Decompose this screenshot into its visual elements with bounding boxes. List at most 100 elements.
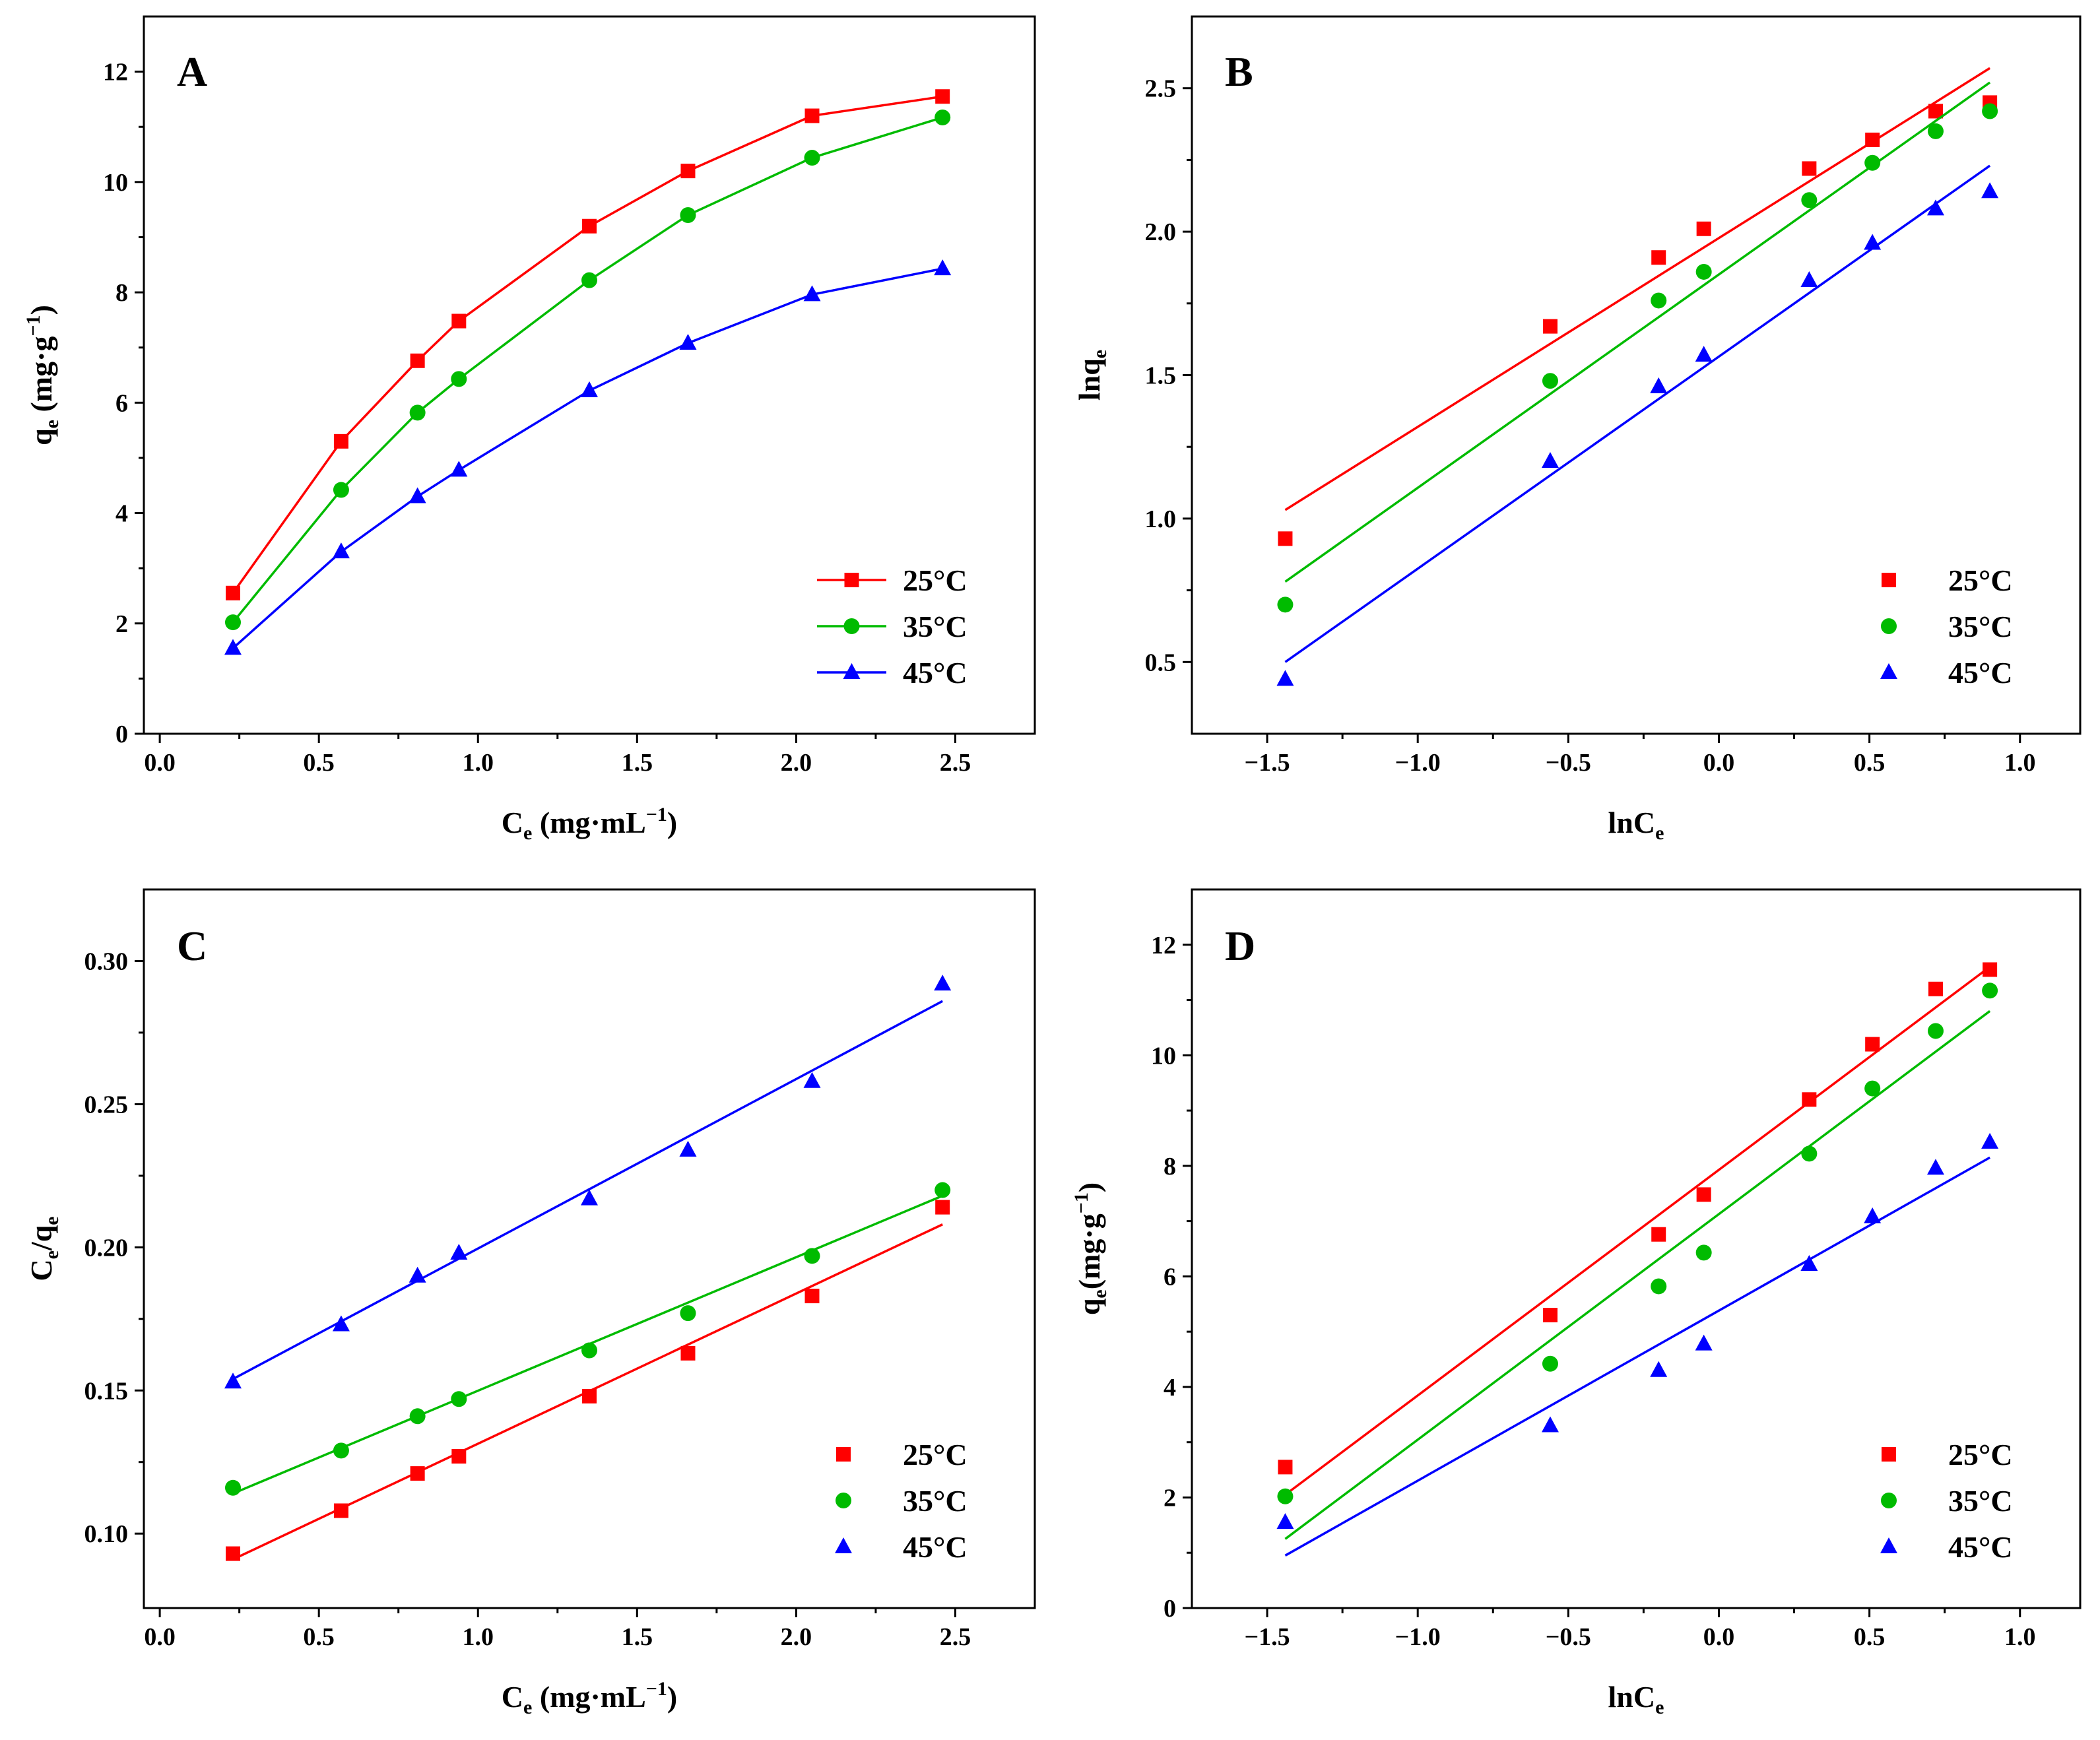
- y-tick-label: 12: [103, 59, 128, 86]
- data-point: [332, 542, 350, 559]
- panel-letter: A: [177, 48, 207, 95]
- x-tick-label: 1.0: [2004, 1623, 2036, 1651]
- data-point: [1802, 161, 1817, 176]
- legend-marker: [836, 1447, 851, 1462]
- data-point: [1801, 1145, 1818, 1162]
- data-point: [582, 218, 597, 234]
- y-tick-label: 8: [1164, 1153, 1176, 1180]
- data-point: [1276, 670, 1294, 686]
- legend-marker: [1880, 1537, 1897, 1553]
- legend-label: 25°C: [903, 564, 968, 597]
- legend-marker: [1881, 1493, 1897, 1508]
- legend-item: 25°C: [817, 564, 968, 597]
- series-45c: [1276, 1132, 1999, 1557]
- series-25c: [226, 89, 950, 600]
- y-tick-label: 1.0: [1145, 505, 1177, 533]
- x-tick-label: 0.0: [144, 1623, 176, 1651]
- series-line: [232, 267, 943, 649]
- y-tick-label: 2: [115, 610, 128, 638]
- data-point: [1650, 377, 1668, 393]
- data-point: [803, 285, 821, 302]
- series-35c: [225, 1182, 951, 1496]
- x-tick-label: 1.0: [463, 749, 494, 777]
- data-point: [451, 313, 467, 329]
- data-point: [1650, 1361, 1668, 1377]
- y-tick-label: 0.5: [1145, 649, 1177, 676]
- x-tick-label: −1.0: [1395, 749, 1441, 777]
- data-point: [1696, 221, 1711, 236]
- data-point: [1928, 981, 1943, 996]
- y-tick-label: 6: [115, 389, 128, 417]
- data-point: [333, 1503, 348, 1518]
- data-point: [679, 1140, 697, 1157]
- data-point: [1277, 1488, 1294, 1504]
- data-point: [581, 1342, 597, 1359]
- series-45c: [1276, 164, 1999, 686]
- data-point: [804, 1289, 820, 1304]
- data-point: [935, 89, 950, 104]
- data-point: [226, 585, 240, 600]
- data-point: [1981, 1132, 1999, 1149]
- data-point: [1278, 531, 1293, 546]
- series-35c: [1277, 983, 1998, 1540]
- data-point: [935, 110, 951, 126]
- y-tick-label: 1.5: [1145, 362, 1177, 390]
- legend-marker: [835, 1537, 852, 1553]
- data-point: [225, 1479, 241, 1496]
- y-axis-label: Ce/qe: [24, 1216, 63, 1281]
- data-point: [803, 1072, 821, 1088]
- y-tick-label: 0: [1164, 1595, 1176, 1623]
- x-tick-label: 1.5: [622, 749, 653, 777]
- data-point: [1542, 373, 1558, 389]
- x-tick-label: 1.5: [622, 1623, 653, 1651]
- x-tick-label: −0.5: [1546, 1623, 1591, 1651]
- fit-line: [1284, 81, 1991, 583]
- data-point: [1278, 1460, 1293, 1475]
- data-point: [1695, 346, 1713, 362]
- x-tick-label: 0.0: [1703, 1623, 1735, 1651]
- y-axis-label-group: qe (mg·g−1): [22, 305, 63, 445]
- x-tick-label: 2.5: [940, 1623, 971, 1651]
- data-point: [224, 1372, 242, 1389]
- data-point: [581, 381, 598, 397]
- series-line: [232, 95, 943, 594]
- x-axis-label: Ce (mg·mL−1): [502, 1678, 677, 1718]
- panel-c: 0.0 0.5 1.0 1.5 2.0 2.5 0.10 0.15 0.20 0.25 0.30 C C…: [24, 888, 1036, 1718]
- data-point: [680, 1305, 696, 1322]
- data-point: [1542, 319, 1558, 334]
- data-point: [1981, 182, 1999, 199]
- data-point: [226, 1546, 240, 1561]
- legend-item: 35°C: [1881, 1484, 2013, 1518]
- x-axis-label: Ce (mg·mL−1): [502, 804, 677, 844]
- data-point: [332, 1315, 350, 1332]
- data-point: [1696, 1187, 1711, 1202]
- x-tick-label: 0.0: [1703, 749, 1735, 777]
- data-point: [1926, 1159, 1944, 1175]
- y-tick-label: 2.5: [1145, 75, 1177, 103]
- data-point: [1926, 199, 1944, 216]
- y-tick-label: 4: [1164, 1374, 1176, 1402]
- series-45c: [224, 975, 952, 1389]
- x-tick-label: 2.0: [781, 749, 812, 777]
- x-tick-label: 0.0: [144, 749, 176, 777]
- fit-line: [1284, 164, 1991, 663]
- x-tick-label: 2.0: [781, 1623, 812, 1651]
- data-point: [1541, 1416, 1559, 1433]
- data-point: [1695, 1334, 1713, 1351]
- data-point: [1801, 192, 1818, 209]
- legend-label: 35°C: [903, 610, 968, 643]
- legend-label: 45°C: [1948, 1530, 2013, 1564]
- legend-label: 45°C: [903, 1530, 968, 1564]
- panel-letter: C: [177, 922, 207, 969]
- series-25c: [1278, 67, 1998, 546]
- data-point: [1865, 1037, 1880, 1052]
- data-point: [935, 1200, 950, 1215]
- x-axis-label: lnCe: [1608, 1680, 1664, 1718]
- x-tick-label: −1.5: [1244, 749, 1290, 777]
- data-point: [1277, 596, 1294, 613]
- legend-label: 35°C: [903, 1484, 968, 1518]
- data-point: [409, 1266, 426, 1283]
- data-point: [1651, 1227, 1666, 1242]
- panel-letter: D: [1225, 922, 1255, 969]
- x-tick-label: −0.5: [1546, 749, 1591, 777]
